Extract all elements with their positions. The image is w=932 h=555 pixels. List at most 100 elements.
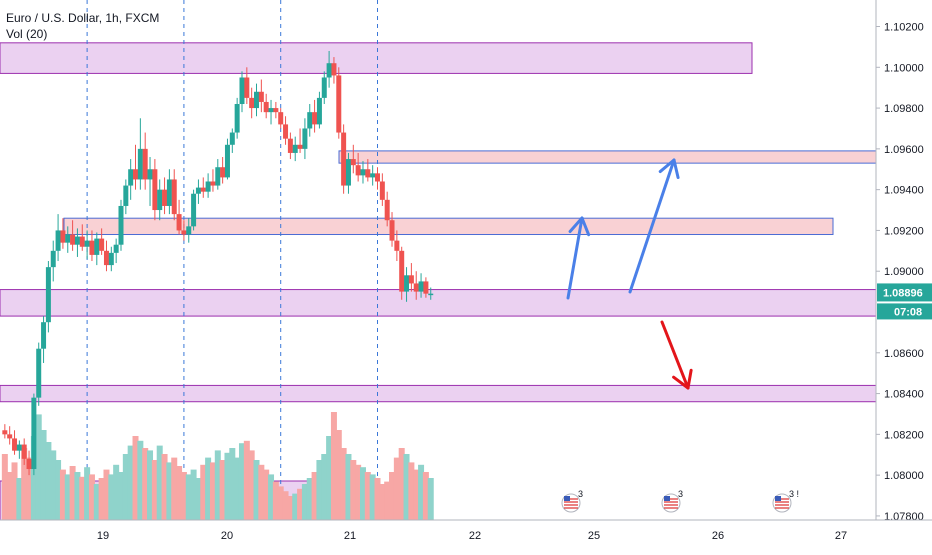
arrow-up-small-head — [580, 216, 591, 237]
economic-event-icon[interactable]: 3 ! — [772, 489, 799, 513]
time-tick-label: 27 — [835, 530, 847, 542]
arrow-up-small — [566, 216, 591, 300]
zone-demand-3 — [0, 289, 877, 317]
candle-body — [26, 458, 32, 470]
arrow-down — [660, 320, 693, 390]
economic-event-icon[interactable]: 3 — [561, 489, 583, 513]
candle-body — [224, 144, 230, 178]
volume-bar — [103, 469, 110, 520]
candle-body — [181, 230, 187, 235]
volume-bar — [205, 457, 212, 520]
volume-bar — [272, 481, 279, 520]
candle-body — [355, 165, 361, 176]
volume-bar — [340, 448, 347, 520]
candle-body — [41, 322, 47, 349]
volume-bar — [355, 464, 362, 520]
candle-body — [79, 236, 85, 247]
volume-bar — [59, 469, 66, 520]
candle-body — [171, 179, 177, 215]
candle-body — [103, 250, 109, 266]
price-tick-label: 1.09400 — [884, 185, 924, 197]
volume-indicator-label: Vol (20) — [6, 27, 48, 41]
volume-bar — [79, 476, 86, 520]
candle-body — [16, 444, 22, 451]
candle-body — [268, 108, 274, 113]
candle-body — [234, 104, 240, 133]
candle-body — [36, 348, 42, 398]
candle-body — [423, 281, 429, 294]
volume-bar — [393, 457, 400, 520]
volume-bar — [287, 496, 294, 520]
candle-body — [428, 293, 434, 296]
volume-bar — [35, 414, 42, 520]
volume-bar — [147, 450, 154, 520]
volume-bar — [243, 440, 250, 520]
volume-bar — [98, 478, 105, 520]
candle-body — [108, 252, 114, 266]
candle-body — [215, 167, 221, 186]
flag-canton — [564, 496, 570, 501]
candle-body — [118, 205, 124, 245]
candle-body — [229, 132, 235, 145]
volume-bar — [277, 486, 284, 520]
volume-bar — [306, 478, 313, 520]
volume-bar — [166, 462, 173, 520]
event-count-label: 3 — [578, 489, 583, 499]
candle-body — [244, 77, 250, 98]
volume-bar — [258, 464, 265, 520]
volume-bar — [84, 467, 91, 520]
price-tick-label: 1.08400 — [884, 389, 924, 401]
volume-bar — [151, 460, 158, 520]
candle-body — [287, 138, 293, 153]
candle-body — [137, 148, 143, 180]
volume-bar — [422, 472, 429, 520]
volume-bar — [316, 460, 323, 520]
volume-bar — [113, 464, 120, 520]
candle-body — [84, 240, 90, 247]
candle-body — [128, 169, 134, 186]
zone-supply-1 — [338, 150, 877, 164]
candle-body — [326, 63, 332, 78]
candle-body — [379, 181, 385, 200]
volume-bar — [350, 460, 357, 520]
volume-bar — [229, 448, 236, 520]
time-tick-label: 22 — [469, 530, 481, 542]
candle-body — [123, 185, 129, 206]
countdown-badge — [877, 303, 932, 320]
volume-bar — [292, 493, 299, 520]
arrow-down-shaft — [660, 320, 690, 390]
candle-body — [210, 181, 216, 186]
candle-body — [399, 250, 405, 292]
economic-event-icon[interactable]: 3 — [661, 489, 683, 513]
candle-body — [283, 124, 289, 139]
candle-body — [360, 169, 366, 176]
time-tick-label: 19 — [97, 530, 109, 542]
volume-bar — [403, 454, 410, 520]
volume-bar — [200, 464, 207, 520]
volume-bar — [374, 478, 381, 520]
volume-bar — [185, 474, 192, 520]
candle-body — [60, 230, 66, 243]
volume-bar — [345, 454, 352, 520]
price-tick-label: 1.10200 — [884, 22, 924, 34]
volume-bar — [297, 488, 304, 520]
time-tick-label: 26 — [712, 530, 724, 542]
candle-body — [331, 63, 337, 76]
volume-bar — [234, 457, 241, 520]
price-tick-label: 1.09800 — [884, 103, 924, 115]
flag-canton — [664, 496, 670, 501]
volume-bar — [16, 478, 23, 520]
candle-body — [312, 112, 318, 125]
volume-bar — [88, 474, 95, 520]
volume-bar — [108, 474, 115, 520]
arrow-down-head — [686, 368, 693, 390]
candle-body — [370, 173, 376, 178]
price-tick-label: 1.09200 — [884, 225, 924, 237]
candle-body — [157, 189, 163, 211]
candle-body — [50, 250, 56, 268]
volume-bar — [93, 484, 100, 520]
arrow-up-large-head — [672, 158, 680, 180]
volume-bar — [384, 481, 391, 520]
